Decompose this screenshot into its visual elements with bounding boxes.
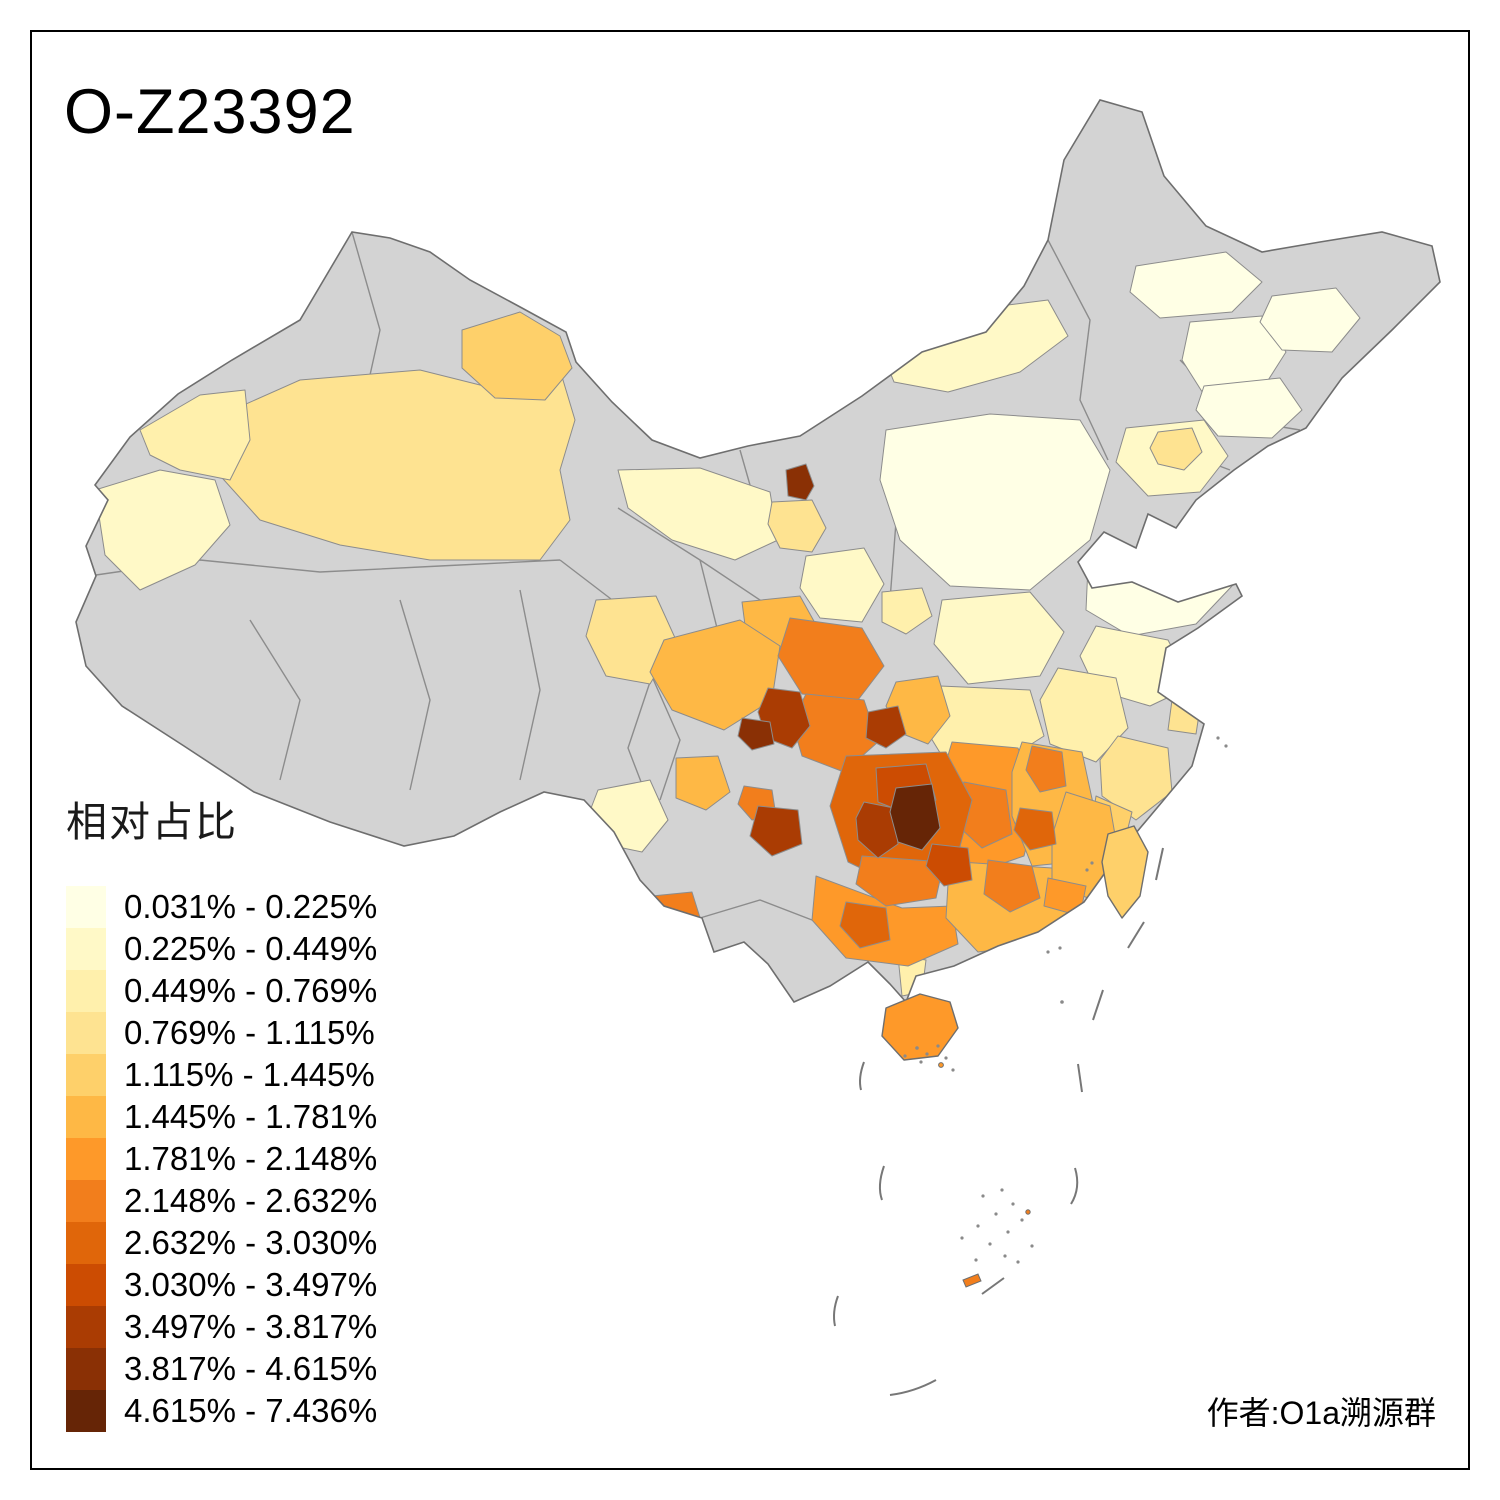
legend-swatch — [66, 1348, 106, 1390]
legend-label: 1.445% - 1.781% — [124, 1098, 378, 1135]
legend-row: 0.031% - 0.225% — [66, 886, 377, 928]
legend-swatch — [66, 1138, 106, 1180]
legend-label: 1.781% - 2.148% — [124, 1140, 378, 1177]
attribution: 作者:O1a溯源群 — [1206, 1395, 1436, 1431]
legend-label: 3.817% - 4.615% — [124, 1350, 378, 1387]
region — [889, 783, 941, 851]
legend-label: 0.769% - 1.115% — [124, 1014, 375, 1051]
legend-swatch — [66, 1264, 106, 1306]
region-paracel-islet — [938, 1062, 944, 1068]
region — [839, 901, 891, 949]
legend-swatch — [66, 1012, 106, 1054]
legend-label: 0.449% - 0.769% — [124, 972, 378, 1009]
sea-islets-colored — [938, 1062, 1031, 1288]
region — [925, 843, 973, 887]
legend-label: 3.497% - 3.817% — [124, 1308, 378, 1345]
legend-swatch — [66, 1390, 106, 1432]
region — [767, 499, 827, 553]
islands — [881, 825, 1149, 1061]
legend: 相对占比 0.031% - 0.225% 0.225% - 0.449% 0.4… — [66, 788, 377, 1432]
legend-label: 4.615% - 7.436% — [124, 1392, 378, 1429]
legend-row: 1.445% - 1.781% — [66, 1096, 377, 1138]
region — [1025, 745, 1067, 793]
nine-dash-line — [833, 847, 1164, 1396]
region — [749, 805, 803, 857]
legend-row: 1.115% - 1.445% — [66, 1054, 377, 1096]
legend-row: 0.769% - 1.115% — [66, 1012, 377, 1054]
region — [933, 591, 1065, 685]
region-spratly-islet-2 — [1025, 1209, 1031, 1215]
region — [983, 859, 1041, 913]
legend-row: 3.817% - 4.615% — [66, 1348, 377, 1390]
legend-label: 2.148% - 2.632% — [124, 1182, 378, 1219]
region — [1039, 667, 1129, 763]
region — [675, 755, 731, 811]
region — [209, 369, 576, 561]
legend-row: 3.030% - 3.497% — [66, 1264, 377, 1306]
legend-label: 0.031% - 0.225% — [124, 888, 378, 925]
region — [585, 595, 677, 685]
china-outline — [75, 99, 1441, 1004]
legend-swatch — [66, 1096, 106, 1138]
legend-row: 1.781% - 2.148% — [66, 1138, 377, 1180]
legend-swatch — [66, 970, 106, 1012]
region — [785, 463, 815, 501]
legend-label: 1.115% - 1.445% — [124, 1056, 375, 1093]
region — [1099, 735, 1173, 821]
region-spratly-islet — [962, 1273, 982, 1288]
legend-title: 相对占比 — [66, 799, 238, 845]
region — [799, 547, 885, 623]
region-taiwan — [1101, 825, 1149, 919]
legend-row: 4.615% - 7.436% — [66, 1390, 377, 1432]
map-title: O-Z23392 — [64, 77, 356, 147]
region-mainland-base — [76, 100, 1440, 1002]
legend-swatch — [66, 1306, 106, 1348]
region — [865, 705, 907, 749]
region — [94, 469, 231, 591]
legend-label: 2.632% - 3.030% — [124, 1224, 378, 1261]
legend-swatch — [66, 928, 106, 970]
region — [1259, 287, 1361, 353]
legend-row: 2.632% - 3.030% — [66, 1222, 377, 1264]
region — [139, 389, 251, 481]
region — [1149, 427, 1203, 471]
legend-row: 3.497% - 3.817% — [66, 1306, 377, 1348]
region — [737, 717, 775, 751]
legend-label: 3.030% - 3.497% — [124, 1266, 378, 1303]
legend-swatch — [66, 886, 106, 928]
region — [617, 467, 779, 561]
region — [1013, 807, 1057, 851]
region — [881, 587, 933, 635]
region — [461, 311, 573, 401]
legend-rows: 0.031% - 0.225% 0.225% - 0.449% 0.449% -… — [66, 886, 377, 1432]
legend-row: 2.148% - 2.632% — [66, 1180, 377, 1222]
region — [649, 619, 781, 731]
sea-islets — [903, 736, 1228, 1264]
legend-swatch — [66, 1222, 106, 1264]
legend-row: 0.449% - 0.769% — [66, 970, 377, 1012]
legend-row: 0.225% - 0.449% — [66, 928, 377, 970]
region — [1195, 377, 1303, 439]
region-hainan — [881, 993, 959, 1061]
region — [879, 413, 1111, 591]
legend-label: 0.225% - 0.449% — [124, 930, 378, 967]
legend-swatch — [66, 1054, 106, 1096]
legend-swatch — [66, 1180, 106, 1222]
region — [1129, 251, 1263, 319]
